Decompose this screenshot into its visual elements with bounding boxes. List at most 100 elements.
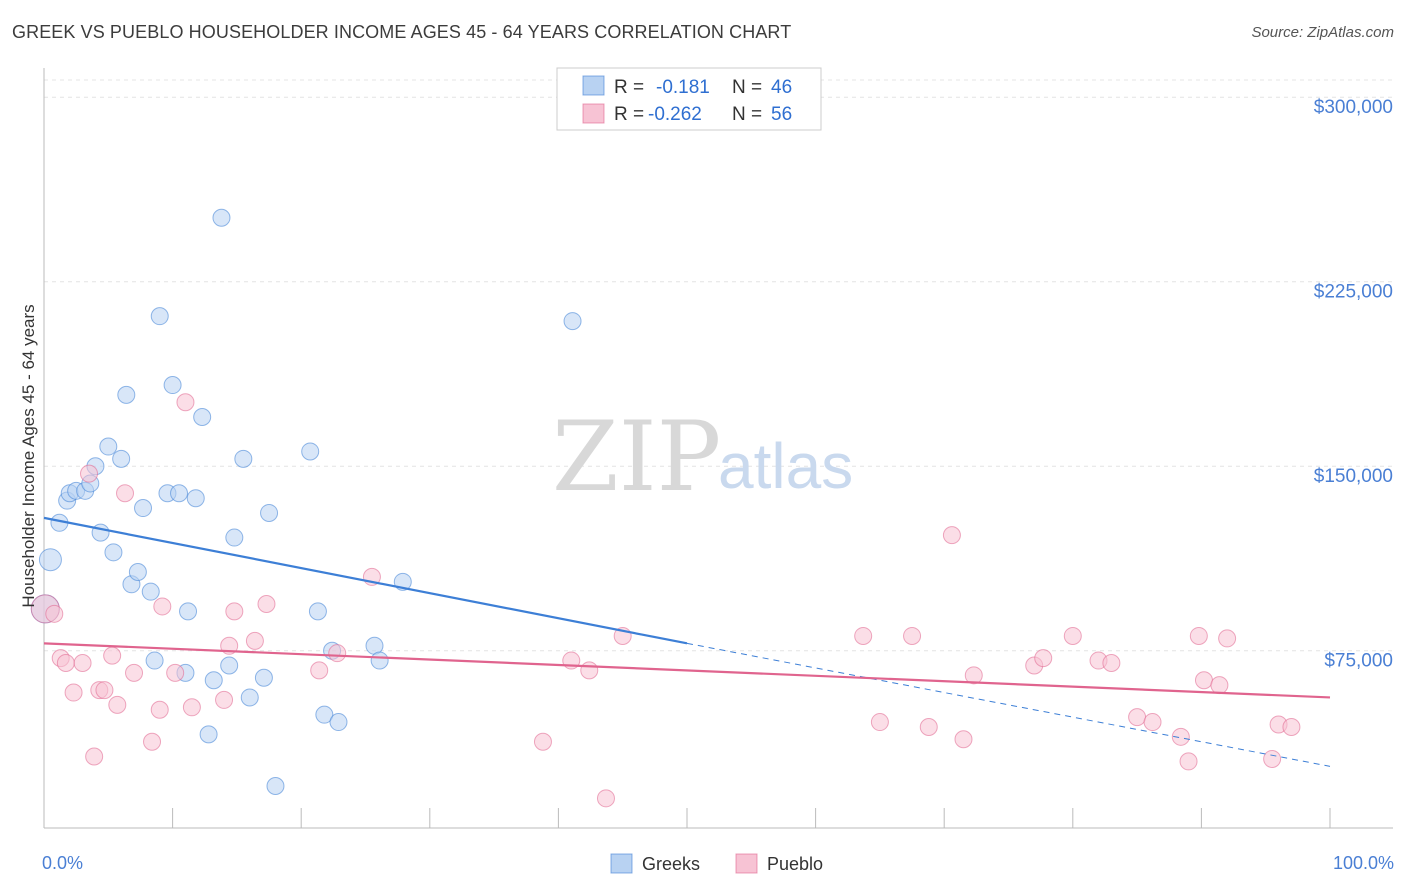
greeks-point xyxy=(563,312,582,331)
greeks-point xyxy=(99,437,118,456)
y-axis-title: Householder Income Ages 45 - 64 years xyxy=(19,304,38,607)
pueblo-point xyxy=(1189,626,1208,645)
watermark-zip: ZIP xyxy=(552,401,721,513)
greeks-point xyxy=(150,307,169,326)
greeks-point xyxy=(329,713,348,732)
pueblo-point xyxy=(176,393,195,412)
watermark: ZIP atlas xyxy=(552,401,853,513)
pueblo-point xyxy=(1263,749,1282,768)
y-tick-label: $150,000 xyxy=(1314,466,1393,487)
greeks-point xyxy=(315,705,334,724)
greeks-point xyxy=(240,688,259,707)
pueblo-point xyxy=(942,526,961,545)
legend-r-label-greeks: R = xyxy=(614,77,644,98)
grid-lines xyxy=(44,79,1393,652)
greeks-point xyxy=(141,582,160,601)
greeks-point xyxy=(163,376,182,395)
greeks-point xyxy=(254,668,273,687)
pueblo-point xyxy=(1218,629,1237,648)
chart-title: GREEK VS PUEBLO HOUSEHOLDER INCOME AGES … xyxy=(12,22,792,42)
greeks-point xyxy=(212,208,231,227)
pueblo-point xyxy=(116,484,135,503)
pueblo-point xyxy=(954,730,973,749)
watermark-atlas: atlas xyxy=(718,430,853,502)
greeks-point xyxy=(128,563,147,581)
pueblo-point xyxy=(1034,649,1053,668)
greeks-point xyxy=(104,543,123,562)
greeks-point xyxy=(199,725,218,744)
greeks-point xyxy=(220,656,239,675)
legend-swatch-greeks-bottom xyxy=(610,853,633,874)
pueblo-point xyxy=(85,747,104,766)
pueblo-point xyxy=(103,646,122,665)
greeks-point xyxy=(193,408,212,427)
pueblo-point xyxy=(1194,671,1213,690)
x-tick-label: 0.0% xyxy=(42,853,83,873)
greeks-trend-line xyxy=(43,516,688,645)
greeks-point xyxy=(179,602,198,621)
pueblo-point xyxy=(225,602,244,621)
greeks-point xyxy=(234,449,253,468)
pueblo-point xyxy=(533,732,552,751)
legend-r-value-pueblo: -0.262 xyxy=(648,104,702,125)
pueblo-point xyxy=(1179,752,1198,771)
legend-n-value-greeks: 46 xyxy=(771,77,792,98)
greeks-point xyxy=(186,489,205,508)
pueblo-point xyxy=(108,695,127,714)
legend-swatch-greeks xyxy=(582,75,605,96)
pueblo-point xyxy=(1210,676,1229,695)
pueblo-point xyxy=(125,663,144,682)
legend-n-value-pueblo: 56 xyxy=(771,104,792,125)
pueblo-point xyxy=(245,631,264,650)
greeks-point xyxy=(145,651,164,670)
greeks-point xyxy=(204,671,223,690)
pueblo-point xyxy=(215,690,234,709)
x-tick-label: 100.0% xyxy=(1333,853,1394,873)
legend-r-label-pueblo: R = xyxy=(614,104,644,125)
legend-label-pueblo: Pueblo xyxy=(767,854,823,874)
axes xyxy=(43,68,1393,829)
pueblo-point xyxy=(1143,713,1162,732)
pueblo-point xyxy=(964,666,983,685)
greeks-point xyxy=(370,651,389,670)
pueblo-point xyxy=(1102,654,1121,673)
pueblo-point xyxy=(80,464,99,483)
pueblo-point xyxy=(150,700,169,719)
source-label: Source: ZipAtlas.com xyxy=(1251,24,1394,41)
pueblo-point xyxy=(1171,727,1190,746)
pueblo-point xyxy=(1063,626,1082,645)
greeks-point xyxy=(225,528,244,547)
pueblo-point xyxy=(596,789,615,808)
trend-lines xyxy=(43,516,1331,767)
legend-n-label-pueblo: N = xyxy=(732,104,762,125)
series-legend: Greeks Pueblo xyxy=(610,853,823,874)
pueblo-point xyxy=(64,683,83,702)
pueblo-point xyxy=(919,717,938,736)
greeks-point xyxy=(308,602,327,621)
pueblo-point xyxy=(1282,717,1301,736)
greeks-point xyxy=(134,499,153,518)
greeks-point xyxy=(112,449,131,468)
pueblo-point xyxy=(870,713,889,732)
legend-swatch-pueblo xyxy=(582,103,605,124)
pueblo-point xyxy=(1128,708,1147,727)
y-tick-label: $75,000 xyxy=(1324,651,1393,672)
pueblo-point xyxy=(903,626,922,645)
greeks-point xyxy=(117,385,136,404)
pueblo-point xyxy=(166,663,185,682)
pueblo-point xyxy=(580,661,599,680)
greeks-point xyxy=(301,442,320,461)
y-tick-label: $300,000 xyxy=(1314,97,1393,118)
y-tick-label: $225,000 xyxy=(1314,282,1393,303)
pueblo-point xyxy=(182,698,201,717)
pueblo-trend-line xyxy=(43,642,1331,699)
pueblo-point xyxy=(153,597,172,616)
pueblo-point xyxy=(143,732,162,751)
y-tick-labels: $75,000 $150,000 $225,000 $300,000 xyxy=(1314,97,1393,672)
pueblo-point xyxy=(328,644,347,663)
legend-n-label-greeks: N = xyxy=(732,77,762,98)
pueblo-point xyxy=(257,594,276,613)
pueblo-point xyxy=(310,661,329,680)
pueblo-point xyxy=(73,654,92,673)
